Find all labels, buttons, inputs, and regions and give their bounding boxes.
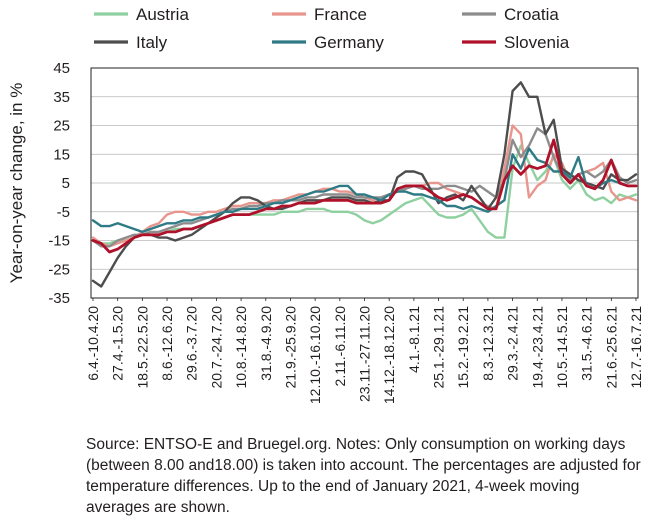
x-tick-label: 2.11.-6.11.20 bbox=[332, 306, 348, 387]
x-tick-label: 31.8.-4.9.20 bbox=[258, 306, 274, 381]
series-lines bbox=[91, 81, 638, 288]
line-chart: Austria France Croatia Italy Germany Slovenia… bbox=[7, 5, 644, 404]
x-tick-label: 23.11.-27.11.20 bbox=[357, 306, 373, 402]
legend-label-slovenia: Slovenia bbox=[504, 33, 570, 52]
series-line-slovenia bbox=[91, 138, 638, 254]
x-tick-label: 20.7.-24.7.20 bbox=[208, 306, 224, 389]
x-tick-label: 27.4.-1.5.20 bbox=[110, 306, 126, 381]
x-tick-label: 10.5.-14.5.21 bbox=[554, 306, 570, 389]
legend-label-france: France bbox=[314, 5, 367, 24]
y-tick-label: 15 bbox=[53, 146, 70, 163]
y-tick-label: -15 bbox=[48, 233, 70, 250]
legend-label-germany: Germany bbox=[314, 33, 384, 52]
x-tick-label: 6.4.-10.4.20 bbox=[85, 306, 101, 381]
legend-label-croatia: Croatia bbox=[504, 5, 559, 24]
source-note: Source: ENTSO-E and Bruegel.org. Notes: … bbox=[86, 436, 641, 516]
x-tick-label: 18.5.-22.5.20 bbox=[134, 306, 150, 389]
legend-label-austria: Austria bbox=[136, 5, 189, 24]
y-tick-label: -25 bbox=[48, 261, 70, 278]
x-tick-label: 8.3.-12.3.21 bbox=[480, 306, 496, 381]
series-line-italy bbox=[91, 81, 638, 288]
x-tick-label: 21.9.-25.9.20 bbox=[282, 306, 298, 389]
x-tick-label: 31.5.-4.6.21 bbox=[579, 306, 595, 381]
x-tick-label: 15.2.-19.2.21 bbox=[455, 306, 471, 389]
x-tick-label: 12.7.-16.7.21 bbox=[628, 306, 644, 389]
legend-label-italy: Italy bbox=[136, 33, 168, 52]
y-tick-label: 35 bbox=[53, 89, 70, 106]
x-tick-label: 29.3.-2.4.21 bbox=[505, 306, 521, 381]
x-axis-ticks: 6.4.-10.4.20 27.4.-1.5.20 18.5.-22.5.20 8.6… bbox=[85, 298, 644, 404]
x-tick-label: 21.6.-25.6.21 bbox=[603, 306, 619, 389]
y-axis-ticks: 45 35 25 15 5 -5 -15 -25 -35 bbox=[48, 60, 70, 307]
x-tick-label: 19.4.-23.4.21 bbox=[529, 306, 545, 389]
x-tick-label: 29.6.-3.7.20 bbox=[184, 306, 200, 381]
x-tick-label: 25.1.-29.1.21 bbox=[431, 306, 447, 389]
grid bbox=[91, 96, 638, 270]
x-tick-label: 4.1.-8.1.21 bbox=[406, 306, 422, 373]
y-tick-label: -5 bbox=[57, 204, 70, 221]
plot-frame bbox=[90, 67, 639, 299]
x-tick-label: 8.6.-12.6.20 bbox=[159, 306, 175, 381]
x-tick-label: 14.12.-18.12.20 bbox=[381, 306, 397, 404]
y-tick-label: -35 bbox=[48, 290, 70, 307]
y-tick-label: 25 bbox=[53, 118, 70, 135]
x-tick-label: 12.10.-16.10.20 bbox=[307, 306, 323, 404]
y-tick-label: 5 bbox=[62, 175, 70, 192]
y-tick-label: 45 bbox=[53, 60, 70, 77]
x-tick-label: 10.8.-14.8.20 bbox=[233, 306, 249, 389]
legend: Austria France Croatia Italy Germany Slovenia bbox=[94, 5, 570, 52]
y-axis-label: Year-on-year change, in % bbox=[7, 83, 26, 284]
